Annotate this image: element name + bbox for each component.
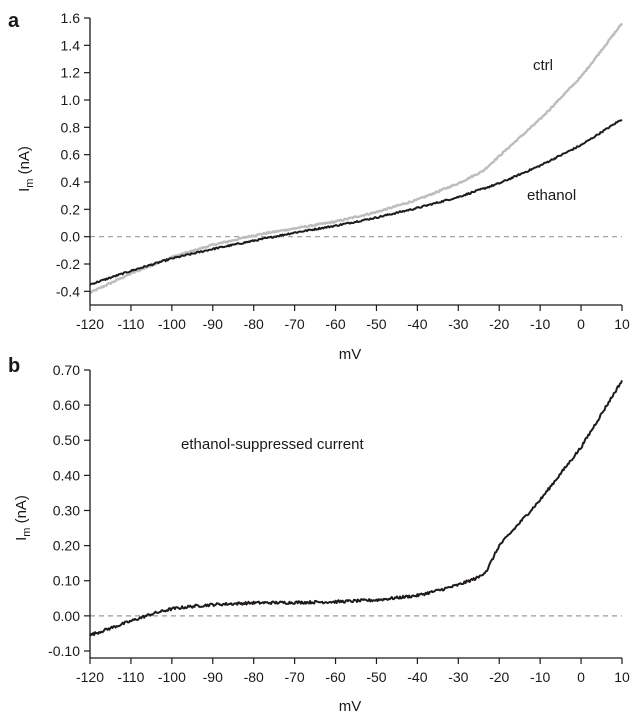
panel-a-x-tick-label: -110: [117, 316, 144, 332]
panel-b-y-axis-title-sub: m: [21, 528, 33, 537]
panel-a-axes: -120 -110 -100 -90 -80 -70 -60 -50 -40 -30 -20 -10 0…: [56, 10, 630, 332]
panel-a-y-tick-label: 0.8: [61, 119, 81, 135]
panel-b-x-tick-label: -60: [325, 669, 345, 685]
panel-a-y-tick-label: 1.4: [61, 37, 81, 53]
panel-b-y-tick-label: 0.40: [53, 467, 80, 483]
panel-b-y-axis-title: Im (nA): [13, 495, 33, 541]
panel-a-y-axis-title: Im (nA): [16, 146, 36, 192]
panel-b-y-tick-label: 0.60: [53, 397, 80, 413]
panel-b-x-tick-label: 0: [577, 669, 585, 685]
panel-b-y-tick-label: 0.10: [53, 573, 80, 589]
panel-a-series-line: [89, 118, 623, 286]
panel-a-x-tick-label: -70: [284, 316, 304, 332]
panel-a-label: a: [8, 10, 20, 32]
panel-b-y-tick-label: 0.70: [53, 362, 80, 378]
panel-a-y-axis-title-unit: (nA): [16, 146, 33, 179]
panel-a-x-axis-title: mV: [339, 346, 362, 363]
panel-b-x-tick-label: -50: [366, 669, 386, 685]
panel-b-y-tick-label: 0.30: [53, 502, 80, 518]
panel-b-x-tick-label: -100: [158, 669, 186, 685]
panel-a-x-tick-label: -20: [489, 316, 509, 332]
panel-b: b -120 -110 -100 -90 -80 -70 -60 -50 -40 -30 -20 -1…: [8, 355, 630, 715]
panel-a-y-tick-label: 0.4: [61, 174, 81, 190]
panel-a-ethanol-label: ethanol: [527, 187, 576, 204]
panel-b-y-tick-label: -0.10: [48, 643, 80, 659]
panel-b-x-tick-label: -90: [203, 669, 223, 685]
panel-b-series: [89, 380, 623, 637]
panel-a-y-tick-label: 1.0: [61, 92, 81, 108]
panel-a-series-line: [89, 22, 624, 294]
panel-b-y-tick-label: 0.50: [53, 432, 80, 448]
panel-a-y-axis-title-main: I: [16, 188, 33, 192]
panel-a-y-tick-label: 0.6: [61, 147, 81, 163]
panel-b-label: b: [8, 355, 20, 377]
panel-b-axes: -120 -110 -100 -90 -80 -70 -60 -50 -40 -30 -20 -10 0…: [48, 362, 630, 685]
panel-a-x-tick-label: -80: [244, 316, 264, 332]
panel-a-y-tick-label: -0.2: [56, 256, 80, 272]
panel-a-x-tick-label: 10: [614, 316, 630, 332]
panel-a-x-tick-label: -50: [366, 316, 386, 332]
panel-a-y-tick-label: 1.6: [61, 10, 81, 26]
panel-a-y-tick-label: 1.2: [61, 65, 81, 81]
panel-b-x-tick-label: -10: [530, 669, 550, 685]
panel-a-y-tick-label: -0.4: [56, 283, 80, 299]
panel-b-x-tick-label: -40: [407, 669, 427, 685]
panel-b-x-tick-label: -70: [284, 669, 304, 685]
panel-a: a -120 -110 -100 -90 -80 -70 -60 -50 -40 -30 -20 -1…: [8, 10, 630, 363]
panel-a-x-tick-label: -30: [448, 316, 468, 332]
panel-a-x-tick-label: 0: [577, 316, 585, 332]
panel-b-y-axis-title-unit: (nA): [13, 495, 30, 528]
panel-b-y-axis-title-main: I: [13, 537, 30, 541]
panel-a-x-tick-label: -90: [203, 316, 223, 332]
panel-a-x-tick-label: -100: [158, 316, 186, 332]
panel-a-y-tick-label: 0.2: [61, 201, 81, 217]
panel-b-series-line: [89, 380, 623, 637]
panel-b-x-axis-title: mV: [339, 698, 362, 715]
panel-b-x-tick-label: -80: [244, 669, 264, 685]
panel-b-x-tick-label: 10: [614, 669, 630, 685]
panel-a-x-tick-label: -40: [407, 316, 427, 332]
panel-a-x-tick-label: -10: [530, 316, 550, 332]
panel-a-ctrl-label: ctrl: [533, 57, 553, 74]
panel-b-y-tick-label: 0.00: [53, 608, 80, 624]
panel-a-y-axis-title-sub: m: [24, 179, 36, 188]
panel-b-x-tick-label: -30: [448, 669, 468, 685]
panel-b-y-tick-label: 0.20: [53, 538, 80, 554]
panel-b-annotation: ethanol-suppressed current: [181, 436, 364, 453]
panel-a-y-tick-label: 0.0: [61, 229, 81, 245]
panel-b-x-tick-label: -20: [489, 669, 509, 685]
panel-a-x-tick-label: -120: [76, 316, 104, 332]
panel-b-x-tick-label: -110: [117, 669, 144, 685]
panel-a-series: [89, 22, 624, 294]
panel-a-x-tick-label: -60: [325, 316, 345, 332]
panel-b-x-tick-label: -120: [76, 669, 104, 685]
